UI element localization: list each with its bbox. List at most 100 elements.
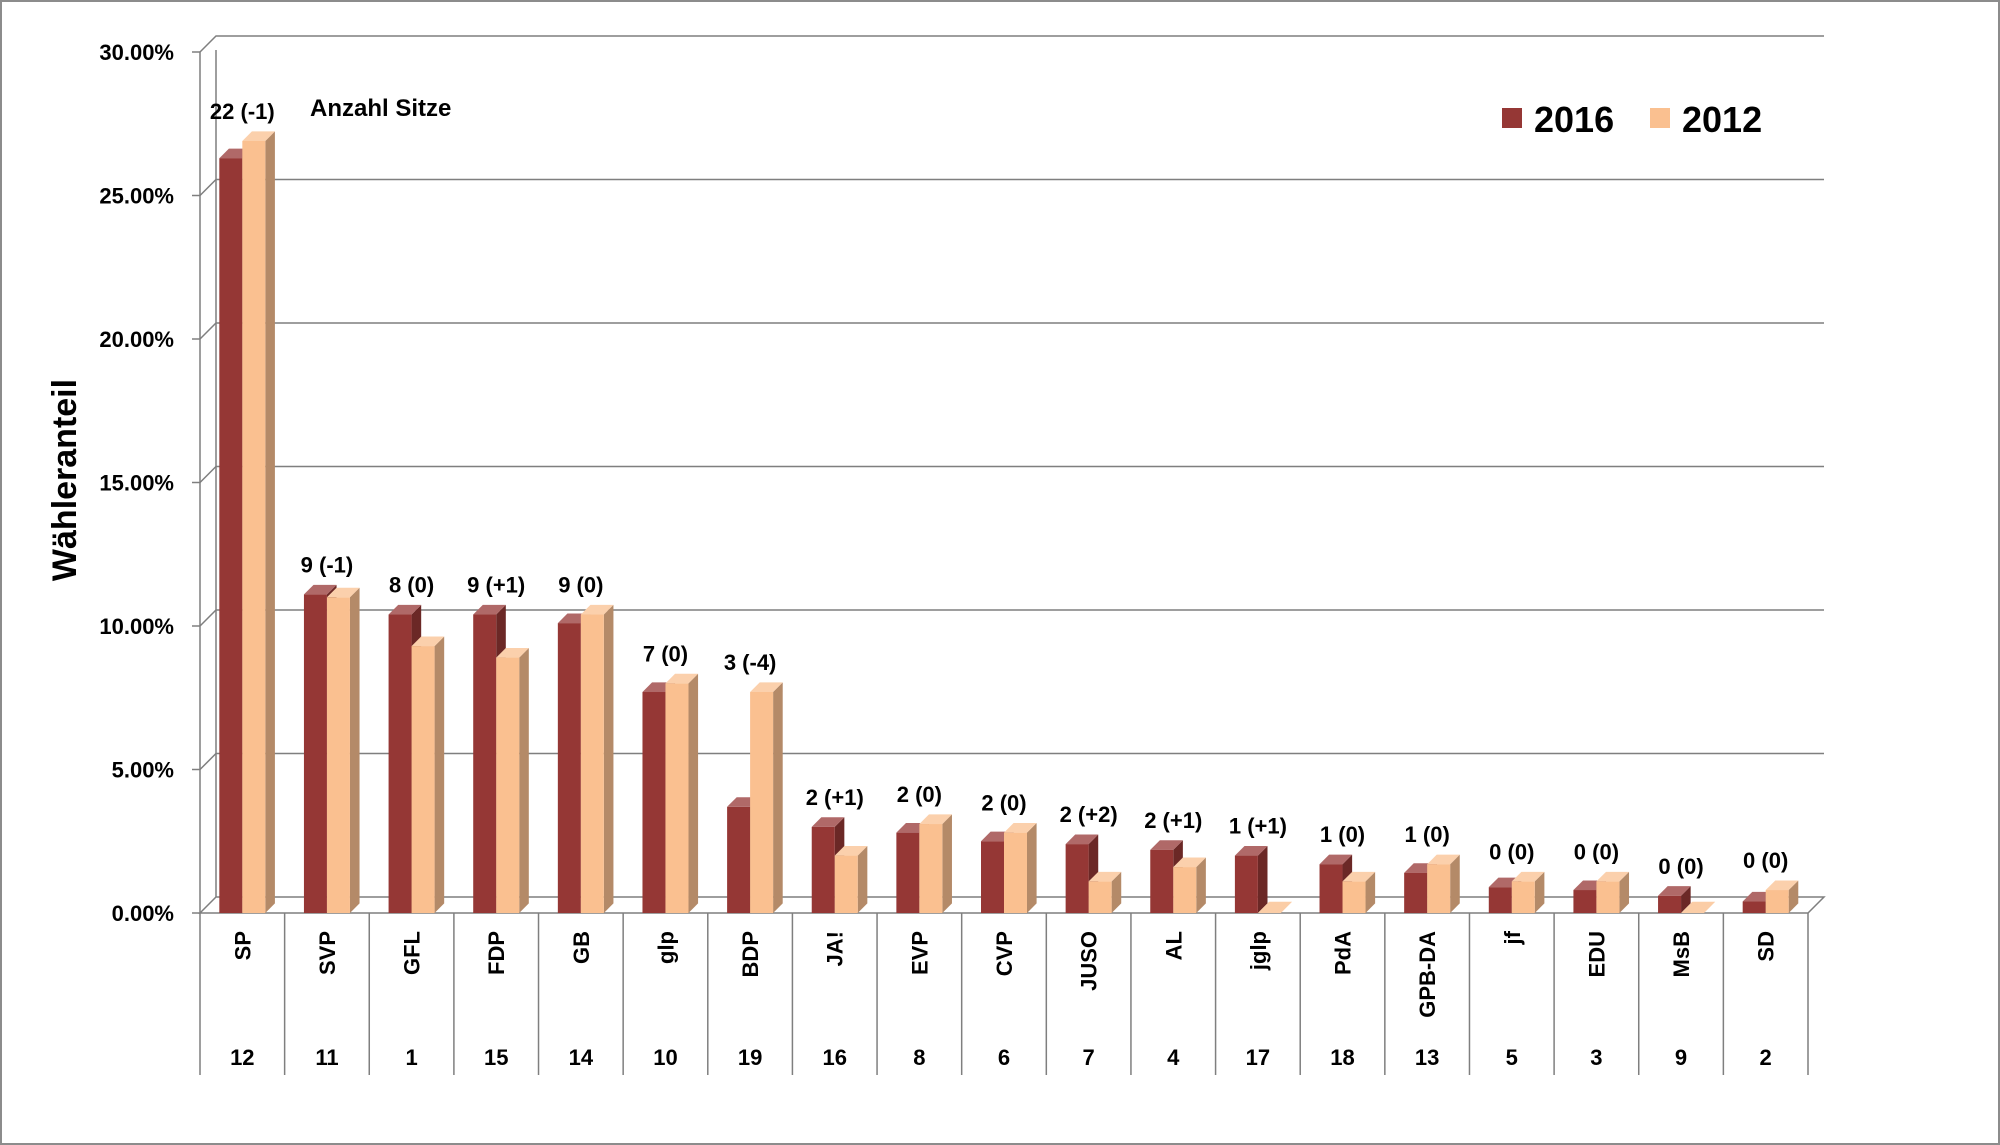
bar-2016-jglp (1234, 855, 1258, 913)
bar-top-2012-BDP (750, 682, 783, 693)
bar-2012-GB (580, 614, 604, 913)
bar-top-2012-SP (242, 131, 275, 141)
seat-label: 9 (+1) (467, 573, 525, 598)
seat-label: 22 (-1) (210, 99, 275, 124)
seat-label: 1 (+1) (1229, 814, 1287, 839)
category-label: FDP (484, 931, 509, 975)
bar-side-2012-FDP (519, 647, 529, 913)
list-number-label: 3 (1590, 1045, 1602, 1070)
seat-label: 2 (+1) (1144, 808, 1202, 833)
bar-top-2012-AL (1173, 857, 1206, 868)
category-label: SVP (315, 931, 340, 975)
bar-2016-MsB (1658, 895, 1682, 913)
bar-side-2012-JUSO (1111, 871, 1122, 913)
list-number-label: 4 (1167, 1045, 1180, 1070)
bar-2012-JA! (834, 855, 858, 913)
bar-side-2012-JA! (857, 846, 868, 913)
y-tick-label: 20.00% (99, 327, 174, 352)
seat-label: 7 (0) (643, 641, 688, 666)
legend: 2016 2012 (1502, 99, 1762, 140)
list-number-label: 12 (230, 1045, 254, 1070)
bar-2012-BDP (750, 692, 774, 913)
list-number-label: 14 (569, 1045, 594, 1070)
bar-top-2012-SVP (326, 587, 360, 598)
bar-2012-EDU (1596, 881, 1620, 913)
bar-top-2012-EVP (919, 814, 952, 825)
y-tick-label: 25.00% (99, 184, 174, 209)
bar-top-2016-SVP (303, 584, 337, 595)
category-label: CVP (992, 931, 1017, 976)
bar-top-2016-GFL (388, 604, 422, 615)
bar-2016-PdA (1319, 864, 1343, 913)
y-axis-title: Wähleranteil (46, 379, 84, 581)
bar-top-2012-CVP (1004, 823, 1037, 833)
bar-top-2012-JUSO (1088, 871, 1122, 882)
bar-top-2012-GB (580, 604, 614, 615)
seats-annotation: Anzahl Sitze (310, 95, 451, 122)
seat-label: 9 (-1) (301, 552, 354, 577)
bar-2016-SVP (303, 594, 327, 913)
list-number-label: 9 (1675, 1045, 1687, 1070)
bar-side-2012-jf (1534, 871, 1545, 913)
bar-side-2012-CVP (1027, 823, 1037, 913)
bar-top-2012-MsB (1681, 901, 1716, 913)
bar-2016-JUSO (1065, 844, 1089, 913)
bar-top-2012-PdA (1342, 871, 1376, 882)
bar-top-2016-PdA (1319, 854, 1353, 865)
bar-side-2016-MsB (1681, 886, 1691, 913)
bar-2016-JA! (811, 826, 835, 913)
bar-side-2012-PdA (1365, 871, 1376, 913)
bar-side-2012-SD (1788, 880, 1799, 913)
bar-side-2016-jglp (1257, 846, 1268, 913)
list-number-label: 2 (1760, 1045, 1772, 1070)
bar-side-2012-EVP (942, 814, 952, 913)
bar-top-2016-MsB (1658, 886, 1691, 896)
bar-2016-AL (1150, 849, 1174, 913)
bar-side-2012-EDU (1619, 871, 1630, 913)
category-label: SD (1754, 931, 1779, 962)
y-tick-label: 30.00% (99, 40, 174, 65)
category-label: AL (1161, 931, 1186, 960)
list-number-label: 13 (1415, 1045, 1439, 1070)
labels: 0.00% 5.00% 10.00% 15.00% 20.00% 25.00% 30.00%… (99, 40, 1788, 1070)
category-label: jglp (1246, 931, 1271, 971)
bar-top-2012-GFL (411, 636, 445, 647)
legend-swatch-2016 (1502, 108, 1522, 128)
bar-top-2012-jglp (1257, 901, 1293, 913)
bar-2012-FDP (496, 657, 520, 913)
bar-side-2012-GB (603, 604, 614, 913)
list-number-label: 8 (913, 1045, 925, 1070)
bar-2016-GFL (388, 614, 412, 913)
seat-label: 0 (0) (1743, 848, 1788, 873)
category-label: EVP (907, 931, 932, 975)
y-tick-label: 10.00% (99, 614, 174, 639)
list-number-label: 16 (822, 1045, 846, 1070)
bar-top-2012-GPB-DA (1427, 854, 1460, 865)
seat-label: 0 (0) (1489, 839, 1534, 864)
seat-label: 2 (0) (981, 791, 1026, 816)
bar-2012-GPB-DA (1427, 864, 1451, 913)
category-label: EDU (1584, 931, 1609, 977)
category-label: glp (653, 931, 678, 964)
bar-side-2012-glp (688, 673, 699, 913)
category-label: SP (230, 931, 255, 960)
legend-label-2016: 2016 (1534, 99, 1614, 140)
bar-2016-EVP (896, 832, 920, 913)
category-label: GB (569, 931, 594, 964)
bar-side-2012-GFL (434, 636, 445, 913)
bar-top-2012-EDU (1596, 871, 1630, 882)
bar-top-2012-jf (1511, 871, 1545, 882)
seat-label: 3 (-4) (724, 650, 777, 675)
bar-top-2016-AL (1150, 840, 1183, 850)
category-label: PdA (1331, 931, 1356, 975)
list-number-label: 11 (315, 1045, 338, 1070)
y-tick-label: 0.00% (112, 901, 174, 926)
category-label: GPB-DA (1415, 931, 1440, 1018)
category-label: GFL (400, 931, 425, 975)
bar-top-2012-JA! (834, 846, 868, 856)
bars (219, 131, 1799, 914)
category-label: MsB (1669, 931, 1694, 977)
bar-2016-GB (557, 623, 581, 913)
bar-top-2016-JA! (811, 817, 845, 827)
list-number-label: 5 (1506, 1045, 1518, 1070)
